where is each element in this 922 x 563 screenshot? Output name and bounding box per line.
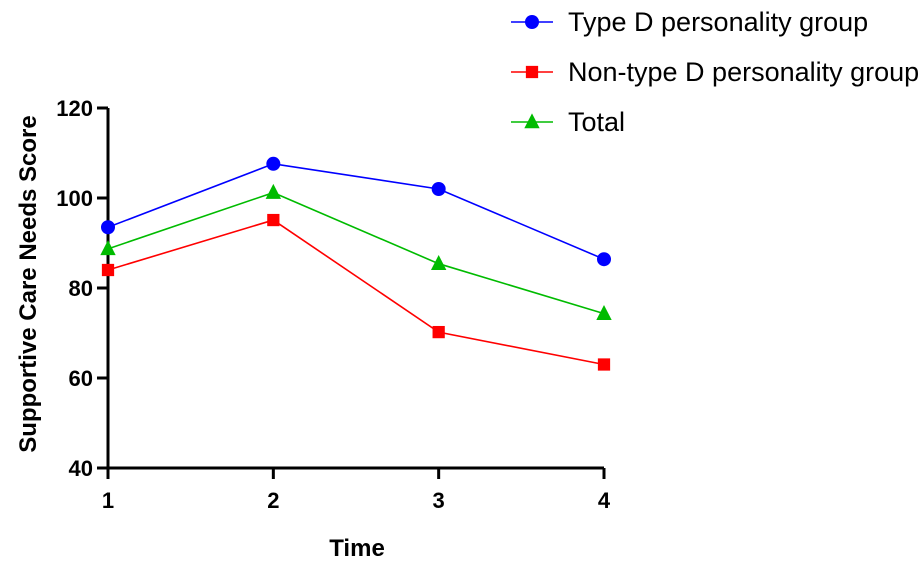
data-point bbox=[267, 213, 280, 227]
y-axis-title: Supportive Care Needs Score bbox=[15, 115, 42, 452]
chart-axes: 40 60 80 100 120 1 2 3 4 Supportive Care Needs … bbox=[15, 96, 611, 562]
x-tick-label: 2 bbox=[267, 488, 279, 513]
plot-series bbox=[100, 156, 612, 371]
legend-item: Type D personality group bbox=[511, 7, 868, 37]
y-tick-label: 60 bbox=[69, 366, 93, 391]
x-axis-title: Time bbox=[329, 535, 385, 562]
data-point bbox=[101, 263, 115, 277]
x-tick-label: 1 bbox=[102, 488, 114, 513]
data-point bbox=[100, 240, 116, 256]
data-point bbox=[432, 325, 445, 339]
series-line bbox=[107, 219, 605, 366]
series-line bbox=[107, 191, 605, 315]
y-tick-label: 80 bbox=[69, 276, 93, 301]
data-point bbox=[596, 304, 612, 320]
series-1 bbox=[101, 156, 611, 267]
data-point bbox=[431, 182, 446, 196]
y-tick-label: 100 bbox=[56, 186, 93, 211]
data-point bbox=[101, 220, 115, 235]
legend-marker bbox=[525, 65, 539, 79]
x-axis-ticks: 1 2 3 4 bbox=[102, 468, 611, 513]
series-3 bbox=[100, 183, 612, 320]
data-point bbox=[266, 156, 281, 171]
legend-label: Total bbox=[568, 107, 625, 137]
legend-marker bbox=[525, 15, 539, 29]
data-point bbox=[597, 358, 611, 371]
data-point bbox=[265, 183, 282, 199]
series-2 bbox=[101, 213, 611, 371]
legend-item: Total bbox=[511, 107, 625, 137]
x-tick-label: 4 bbox=[598, 488, 611, 513]
y-axis-ticks: 40 60 80 100 120 bbox=[56, 96, 108, 481]
y-tick-label: 120 bbox=[56, 96, 93, 121]
chart-legend: Type D personality group Non-type D perso… bbox=[511, 7, 919, 137]
legend-label: Non-type D personality group bbox=[568, 57, 919, 87]
y-tick-label: 40 bbox=[69, 456, 93, 481]
legend-label: Type D personality group bbox=[568, 7, 868, 37]
data-point bbox=[597, 252, 611, 267]
legend-marker bbox=[524, 113, 540, 129]
x-tick-label: 3 bbox=[433, 488, 445, 513]
legend-item: Non-type D personality group bbox=[511, 57, 919, 87]
data-point bbox=[430, 255, 447, 270]
series-line bbox=[107, 162, 605, 260]
